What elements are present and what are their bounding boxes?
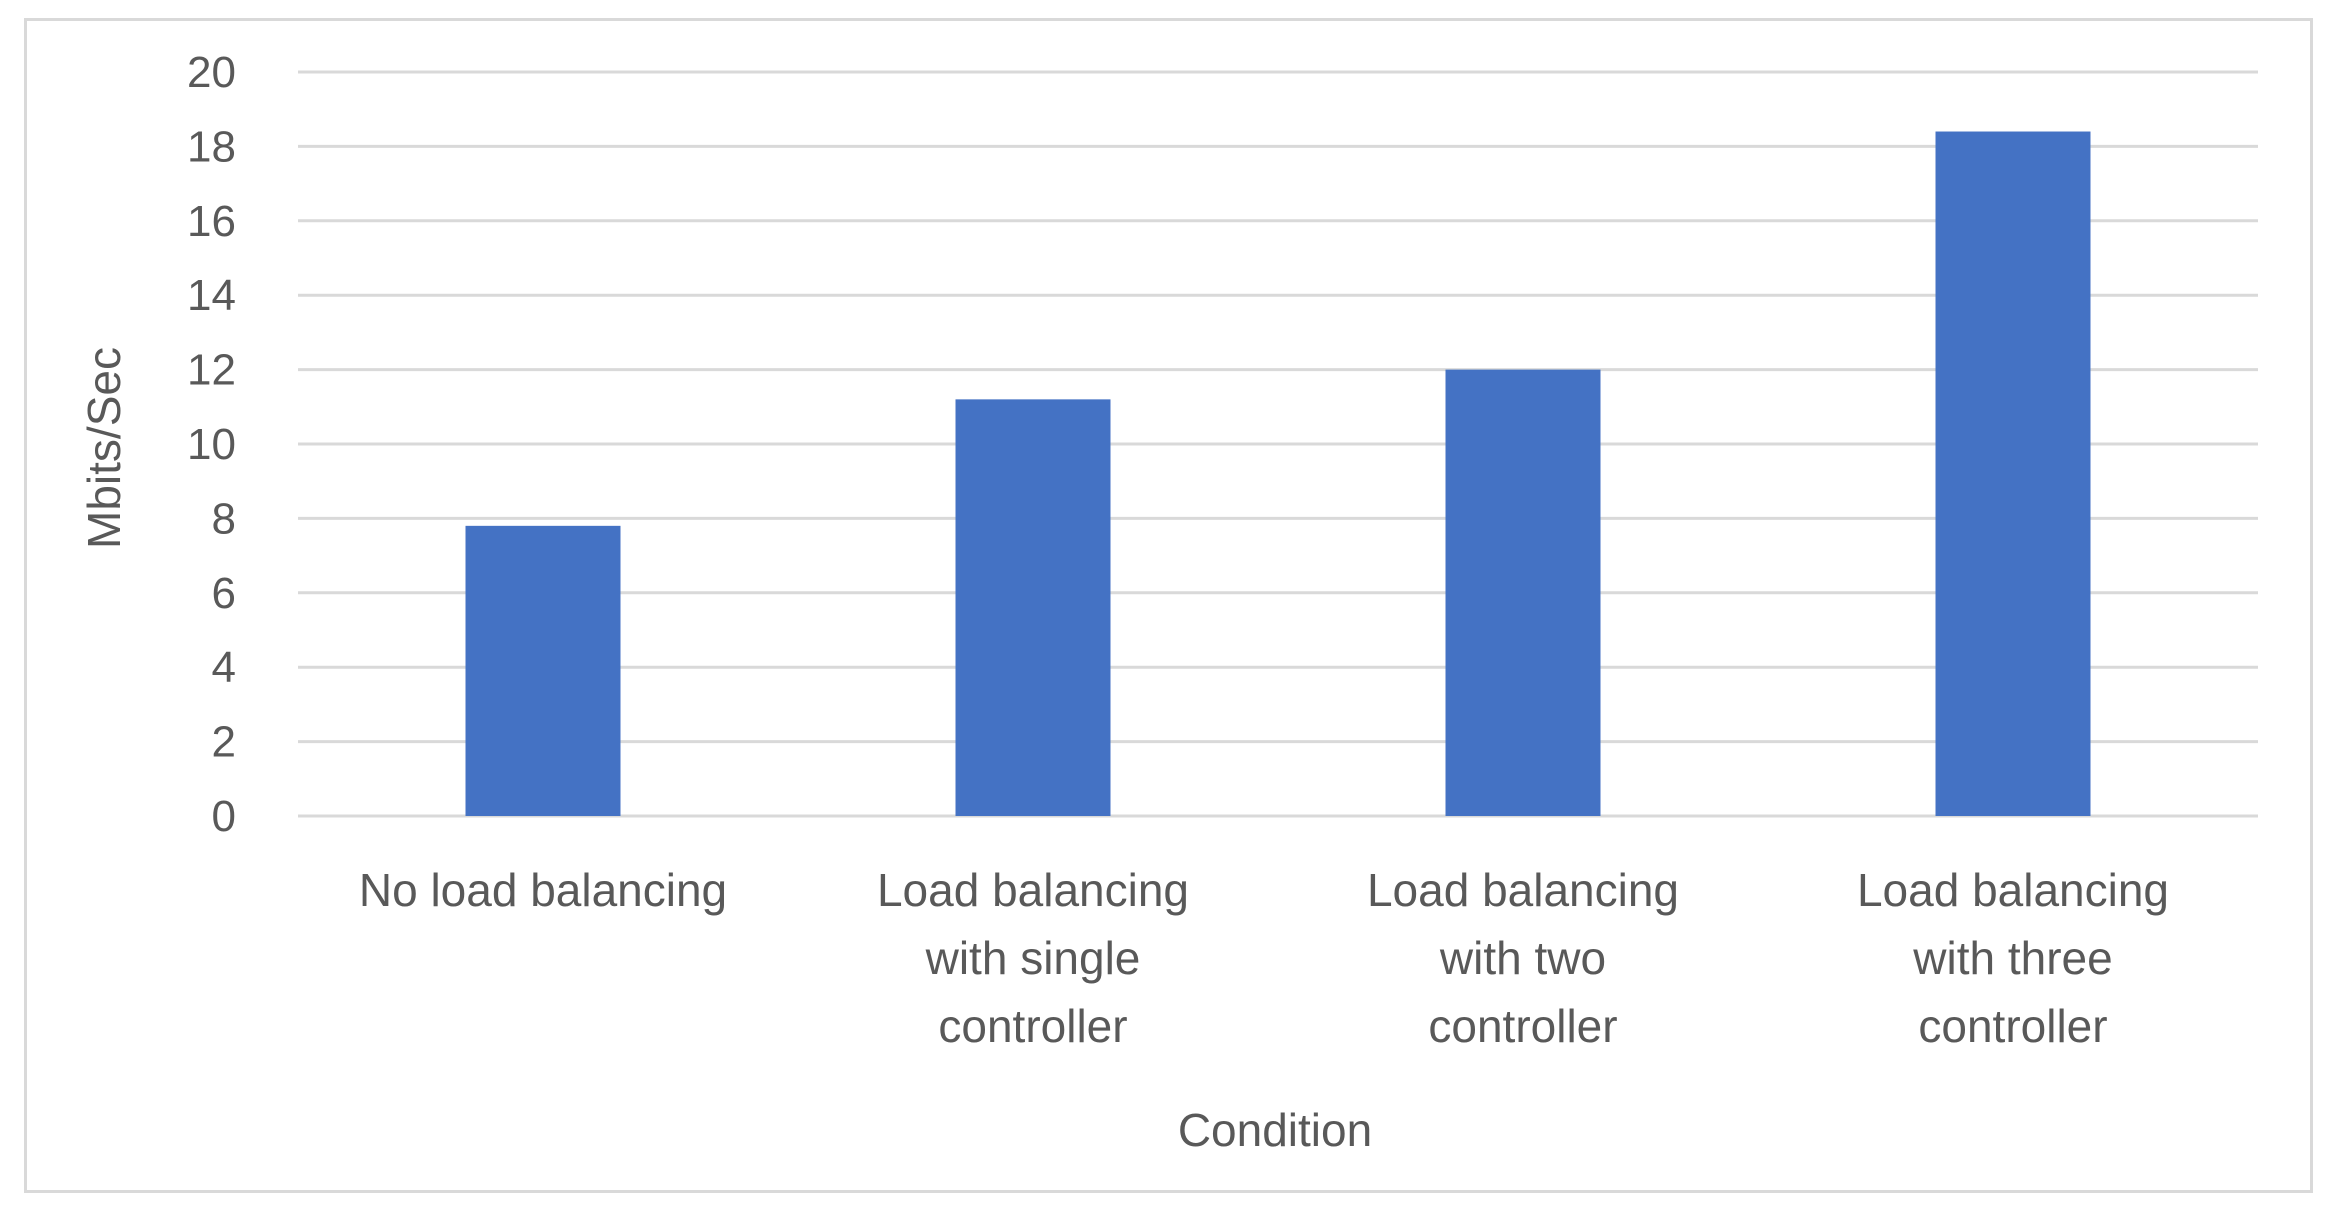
y-tick-label: 12 bbox=[187, 346, 236, 395]
x-tick-label-line: No load balancing bbox=[359, 864, 727, 916]
x-tick-label-line: Load balancing bbox=[877, 864, 1189, 916]
x-tick-label-line: with three bbox=[1912, 932, 2112, 984]
y-tick-label: 4 bbox=[212, 643, 236, 692]
y-tick-label: 18 bbox=[187, 122, 236, 171]
x-tick-label-line: Load balancing bbox=[1857, 864, 2169, 916]
x-axis-title: Condition bbox=[1178, 1104, 1372, 1156]
x-tick-label: Load balancing with two controller bbox=[1367, 864, 1679, 1052]
y-tick-label: 0 bbox=[212, 792, 236, 841]
bar bbox=[955, 399, 1111, 816]
x-tick-label: Load balancing with single controller bbox=[877, 864, 1189, 1052]
x-tick-label-line: Load balancing bbox=[1367, 864, 1679, 916]
y-tick-label: 16 bbox=[187, 197, 236, 246]
bar bbox=[1935, 131, 2091, 816]
y-tick-label: 6 bbox=[212, 569, 236, 618]
chart-frame bbox=[24, 18, 2313, 1193]
x-tick-label-line: with two bbox=[1439, 932, 1606, 984]
bars bbox=[465, 131, 2091, 816]
bar bbox=[1445, 369, 1601, 816]
x-tick-label-line: controller bbox=[1918, 1000, 2107, 1052]
x-tick-label: No load balancing bbox=[359, 864, 727, 916]
bar bbox=[465, 525, 621, 816]
y-tick-label: 14 bbox=[187, 271, 236, 320]
x-tick-label: Load balancing with three controller bbox=[1857, 864, 2169, 1052]
x-tick-label-line: controller bbox=[938, 1000, 1127, 1052]
gridlines bbox=[298, 70, 2258, 818]
y-tick-label: 8 bbox=[212, 494, 236, 543]
y-axis-title: Mbits/Sec bbox=[78, 347, 130, 549]
x-tick-label-line: with single bbox=[925, 932, 1141, 984]
y-tick-label: 2 bbox=[212, 718, 236, 767]
x-tick-labels: No load balancing Load balancing with sing… bbox=[359, 864, 2169, 1052]
y-tick-label: 20 bbox=[187, 48, 236, 97]
x-tick-label-line: controller bbox=[1428, 1000, 1617, 1052]
y-tick-labels: 0 2 4 6 8 10 12 14 16 18 20 bbox=[187, 48, 236, 841]
y-tick-label: 10 bbox=[187, 420, 236, 469]
